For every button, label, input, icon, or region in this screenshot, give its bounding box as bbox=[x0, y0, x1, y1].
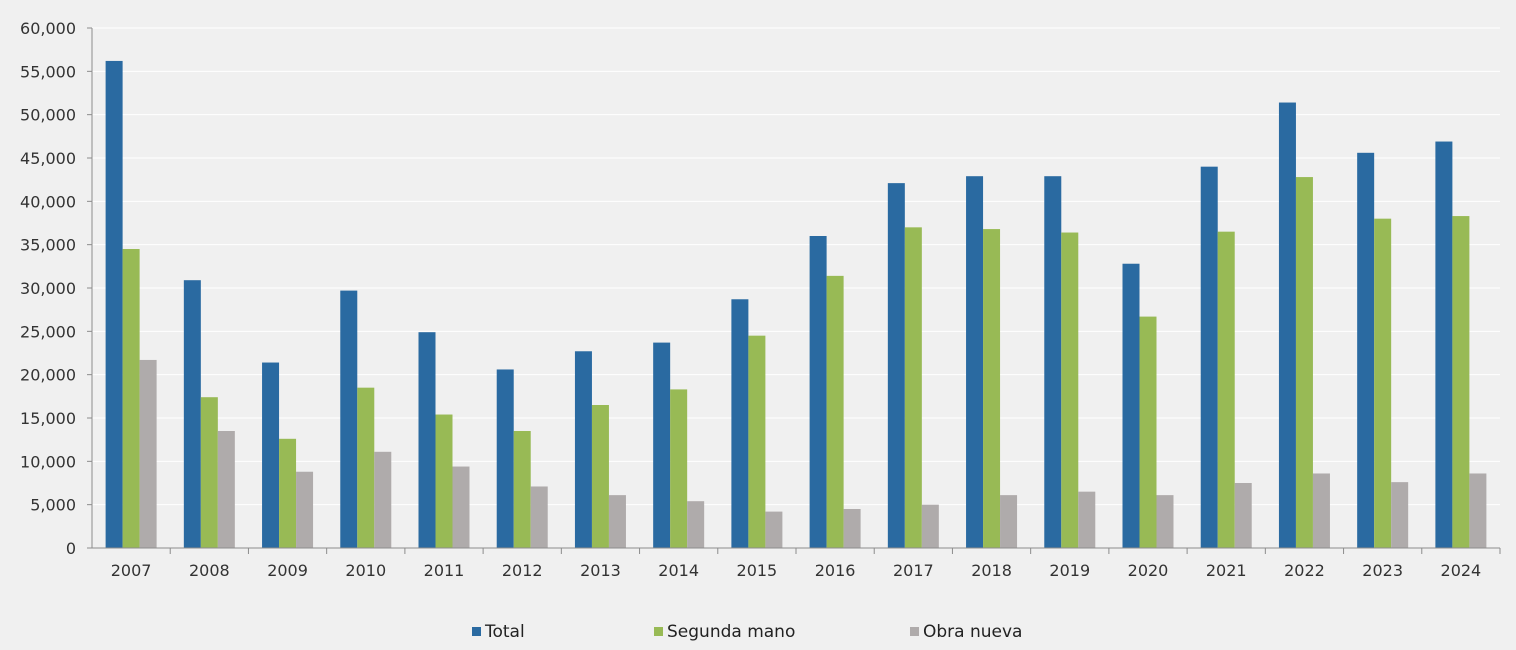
bar-total-2023 bbox=[1357, 152, 1375, 549]
bar-obra-nueva-2016 bbox=[843, 509, 861, 548]
x-tick-label: 2013 bbox=[580, 561, 621, 580]
bar-total-2015 bbox=[731, 299, 749, 548]
x-tick-label: 2017 bbox=[893, 561, 934, 580]
bar-segunda-mano-2007 bbox=[122, 249, 140, 548]
x-tick-label: 2023 bbox=[1362, 561, 1403, 580]
bar-segunda-mano-2017 bbox=[904, 227, 922, 549]
legend-swatch-total bbox=[472, 627, 481, 636]
y-tick-label: 50,000 bbox=[20, 106, 76, 125]
bar-segunda-mano-2014 bbox=[670, 389, 688, 548]
y-tick-label: 10,000 bbox=[20, 452, 76, 471]
y-tick-label: 60,000 bbox=[20, 19, 76, 38]
bar-obra-nueva-2022 bbox=[1312, 473, 1330, 548]
bar-segunda-mano-2023 bbox=[1374, 218, 1392, 548]
bar-total-2011 bbox=[418, 332, 436, 548]
bar-total-2016 bbox=[809, 236, 827, 548]
y-tick-label: 5,000 bbox=[30, 496, 76, 515]
bar-segunda-mano-2019 bbox=[1061, 232, 1079, 549]
bar-segunda-mano-2008 bbox=[200, 397, 218, 548]
y-tick-label: 40,000 bbox=[20, 192, 76, 211]
x-tick-label: 2008 bbox=[189, 561, 230, 580]
bar-obra-nueva-2014 bbox=[687, 501, 705, 548]
x-tick-label: 2007 bbox=[111, 561, 152, 580]
bar-obra-nueva-2018 bbox=[1000, 495, 1018, 548]
bars bbox=[105, 60, 1487, 549]
x-axis-ticks: 2007 2008 2009 2010 2011 2012 2013 2014 2015 2016… bbox=[111, 561, 1481, 580]
y-tick-label: 55,000 bbox=[20, 62, 76, 81]
bar-segunda-mano-2018 bbox=[983, 229, 1001, 549]
bar-segunda-mano-2013 bbox=[591, 405, 609, 548]
x-tick-label: 2012 bbox=[502, 561, 543, 580]
bar-total-2012 bbox=[496, 369, 514, 548]
bar-obra-nueva-2020 bbox=[1156, 495, 1174, 548]
y-tick-label: 15,000 bbox=[20, 409, 76, 428]
bar-total-2017 bbox=[887, 183, 905, 548]
x-tick-label: 2020 bbox=[1128, 561, 1169, 580]
bar-obra-nueva-2011 bbox=[452, 466, 470, 548]
bar-segunda-mano-2021 bbox=[1217, 231, 1235, 548]
legend: Total Segunda mano Obra nueva bbox=[472, 622, 1022, 642]
bar-obra-nueva-2015 bbox=[765, 511, 783, 548]
bar-total-2014 bbox=[653, 342, 671, 548]
y-tick-label: 25,000 bbox=[20, 322, 76, 341]
x-tick-label: 2019 bbox=[1049, 561, 1090, 580]
y-axis-ticks: 0 5,000 10,000 15,000 20,000 25,000 30,000 35,0… bbox=[20, 19, 76, 558]
bar-total-2020 bbox=[1122, 263, 1140, 548]
bar-total-2009 bbox=[262, 362, 280, 548]
y-tick-label: 20,000 bbox=[20, 366, 76, 385]
y-tick-label: 30,000 bbox=[20, 279, 76, 298]
axes bbox=[87, 27, 1501, 554]
bar-total-2010 bbox=[340, 290, 358, 548]
bar-segunda-mano-2015 bbox=[748, 335, 766, 548]
bar-segunda-mano-2022 bbox=[1295, 177, 1313, 549]
bar-total-2013 bbox=[574, 351, 592, 548]
bar-obra-nueva-2024 bbox=[1469, 473, 1487, 548]
bar-total-2022 bbox=[1278, 102, 1296, 549]
x-tick-label: 2011 bbox=[424, 561, 465, 580]
bar-obra-nueva-2017 bbox=[921, 504, 939, 548]
bar-obra-nueva-2019 bbox=[1078, 491, 1096, 548]
bar-total-2018 bbox=[966, 176, 984, 548]
x-tick-label: 2016 bbox=[815, 561, 856, 580]
x-tick-label: 2014 bbox=[658, 561, 699, 580]
bar-obra-nueva-2021 bbox=[1234, 483, 1252, 548]
legend-label-segunda-mano: Segunda mano bbox=[667, 622, 795, 642]
bar-segunda-mano-2009 bbox=[279, 438, 297, 548]
y-tick-label: 35,000 bbox=[20, 236, 76, 255]
bar-segunda-mano-2024 bbox=[1452, 216, 1470, 549]
x-tick-label: 2024 bbox=[1441, 561, 1482, 580]
bar-obra-nueva-2023 bbox=[1391, 482, 1409, 548]
bar-total-2024 bbox=[1435, 141, 1453, 549]
bar-total-2007 bbox=[105, 60, 123, 548]
bar-total-2019 bbox=[1044, 176, 1062, 548]
bar-obra-nueva-2010 bbox=[374, 451, 392, 548]
bar-obra-nueva-2013 bbox=[608, 495, 626, 548]
x-tick-label: 2018 bbox=[971, 561, 1012, 580]
x-tick-label: 2022 bbox=[1284, 561, 1325, 580]
legend-label-obra-nueva: Obra nueva bbox=[923, 622, 1022, 642]
legend-swatch-segunda-mano bbox=[654, 627, 663, 636]
bar-segunda-mano-2011 bbox=[435, 414, 453, 548]
bar-total-2008 bbox=[183, 280, 201, 548]
x-tick-label: 2010 bbox=[345, 561, 386, 580]
bar-obra-nueva-2009 bbox=[296, 471, 314, 548]
legend-swatch-obra-nueva bbox=[910, 627, 919, 636]
y-tick-label: 45,000 bbox=[20, 149, 76, 168]
bar-segunda-mano-2012 bbox=[513, 431, 531, 548]
bar-segunda-mano-2020 bbox=[1139, 316, 1157, 548]
y-tick-label: 0 bbox=[66, 539, 76, 558]
bar-obra-nueva-2008 bbox=[217, 431, 235, 548]
x-tick-label: 2021 bbox=[1206, 561, 1247, 580]
legend-label-total: Total bbox=[484, 622, 525, 642]
bar-obra-nueva-2007 bbox=[139, 359, 157, 548]
x-tick-label: 2015 bbox=[737, 561, 778, 580]
bar-segunda-mano-2010 bbox=[357, 387, 375, 548]
gridlines bbox=[92, 27, 1500, 506]
x-tick-label: 2009 bbox=[267, 561, 308, 580]
bar-obra-nueva-2012 bbox=[530, 486, 548, 548]
bar-total-2021 bbox=[1200, 166, 1218, 548]
bar-segunda-mano-2016 bbox=[826, 275, 844, 548]
